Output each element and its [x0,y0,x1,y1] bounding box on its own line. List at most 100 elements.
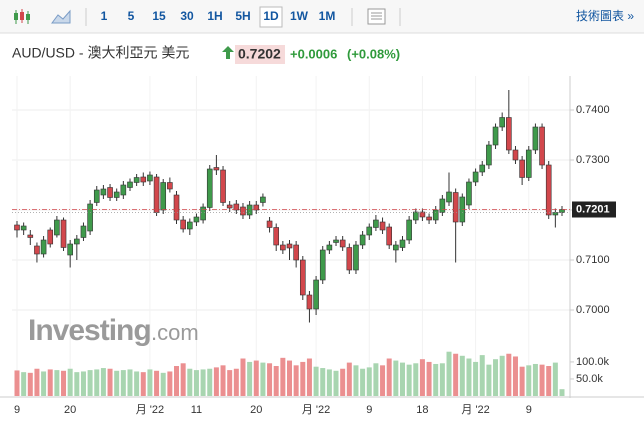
x-tick-label: 9 [14,404,20,416]
y-tick-label: 0.7000 [576,304,610,316]
candle-body [226,204,233,209]
volume-bar [267,363,273,396]
candle-body [525,149,532,178]
volume-bar [453,353,459,396]
candle-body [80,225,87,238]
candle-body [319,249,326,281]
area-icon[interactable] [51,9,71,24]
volume-bar [493,359,499,396]
table-icon[interactable] [367,8,386,25]
volume-bar [552,362,558,396]
candle-body [40,239,47,255]
candle-body [133,177,140,183]
volume-bar [313,366,319,396]
change-percent: (+0.08%) [347,46,400,61]
candle-body [532,126,539,151]
volume-bar [273,366,279,396]
volume-bar [247,361,253,396]
candle-body [366,226,373,236]
volume-bar [233,368,239,396]
candle-body [293,244,299,261]
candle-body [373,219,379,228]
price-highlight [235,45,285,64]
candle-body [280,244,286,251]
y-tick-label: 0.7400 [576,104,610,116]
interval-button[interactable]: 5 [128,9,135,23]
volume-bar [114,370,120,396]
candle-body [273,227,280,246]
candle-body [313,279,319,310]
interval-button[interactable]: 1H [207,9,222,23]
volume-bar [227,370,233,396]
candle-body [100,188,107,196]
volume-bar [207,368,213,396]
candle-body [559,209,565,213]
chart-title: AUD/USD - 澳大利亞元 美元 [12,45,189,61]
candle-body [359,234,366,246]
volume-bar [41,371,47,396]
x-tick-label: 20 [250,404,262,416]
interval-button[interactable]: 1W [290,9,309,23]
volume-bar [47,369,53,396]
technical-chart-link[interactable]: 技術圖表 » [576,9,634,23]
toolbar [0,0,644,33]
interval-button[interactable]: 5H [235,9,250,23]
candle-body [74,238,80,245]
candle-body [545,164,552,216]
candle-body [160,182,167,211]
candle-body [60,219,67,248]
candle-body [180,219,186,230]
candle-body [113,191,120,198]
volume-bar [439,363,445,396]
interval-button[interactable]: 1M [319,9,336,23]
volume-bar [306,358,312,396]
interval-button[interactable]: 1D [263,9,279,23]
candle-body [200,206,206,221]
interval-button[interactable]: 30 [180,9,194,23]
candle-body [253,204,260,211]
watermark-brand: Investing [28,314,151,347]
volume-bar [486,364,492,396]
interval-button[interactable]: 15 [152,9,166,23]
volume-bar [473,361,479,396]
volume-bar [532,363,538,396]
watermark-suffix: .com [151,320,199,345]
candle-body [47,229,54,245]
volume-bar [506,353,512,396]
volume-bar [94,369,100,396]
volume-bar [154,370,160,396]
candle-icon[interactable] [14,9,30,24]
candle-body [499,117,505,128]
candle-body [167,182,173,190]
volume-bar [27,372,33,396]
volume-bar [526,365,532,396]
candle-body [339,239,346,248]
interval-button[interactable]: 1 [101,9,108,23]
candle-body [54,219,60,236]
volume-bar [433,363,439,396]
volume-bar [167,371,173,396]
candle-body [299,259,306,296]
candle-body [333,239,339,243]
volume-bar [320,368,326,396]
volume-bar [100,368,106,396]
candle-body [206,168,213,208]
x-tick-label: 月 '22 [136,404,164,416]
volume-bar [147,369,153,396]
price: 0.7202 [238,46,281,62]
candle-body [419,211,426,218]
volume-bar [293,365,299,396]
volume-bar [14,370,20,396]
candle-body [87,203,93,232]
volume-bar [67,368,73,396]
x-tick-label: 20 [64,404,76,416]
volume-bar [353,365,359,396]
volume-bar [120,370,126,396]
candle-body [34,245,40,255]
candle-body [479,164,486,173]
up-arrow [222,46,234,59]
candle-body [306,294,313,310]
x-tick-label: 9 [526,404,532,416]
volume-bar [406,364,412,396]
